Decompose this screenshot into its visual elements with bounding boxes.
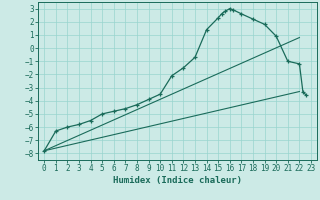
X-axis label: Humidex (Indice chaleur): Humidex (Indice chaleur) xyxy=(113,176,242,185)
